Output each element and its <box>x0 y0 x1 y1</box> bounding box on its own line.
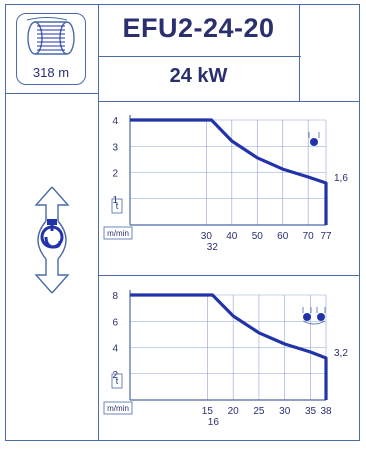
x-tick-label-secondary: 32 <box>207 242 219 253</box>
nameplate-frame: EFU2-24-20 24 kW 318 m <box>5 4 360 441</box>
y-tick-label: 2 <box>112 370 118 381</box>
x-tick-label: 25 <box>253 406 265 417</box>
x-tick-label: 38 <box>320 406 332 417</box>
x-unit-label: m/min <box>107 229 129 238</box>
y-tick-label: 1 <box>112 195 118 206</box>
x-tick-label: 60 <box>277 231 289 242</box>
x-unit-label: m/min <box>107 404 129 413</box>
y-unit-label: t <box>116 201 119 211</box>
x-tick-label: 15 <box>202 406 214 417</box>
divider <box>299 5 300 101</box>
y-tick-label: 8 <box>112 291 118 302</box>
model-title: EFU2-24-20 <box>122 13 275 43</box>
load-speed-chart-double: 8 6 4 2 15 20 25 30 35 38 16 m/min t 3,2 <box>103 290 348 428</box>
y-unit-box <box>111 373 123 389</box>
x-tick-label: 30 <box>201 231 213 242</box>
power-rating: 24 kW <box>169 65 228 87</box>
x-tick-label: 30 <box>279 406 291 417</box>
reel-badge: 318 m <box>16 13 86 85</box>
x-tick-label: 40 <box>226 231 238 242</box>
x-unit-box <box>103 401 133 415</box>
divider <box>98 275 359 276</box>
y-tick-label: 2 <box>112 169 118 180</box>
double-fall-icon <box>302 307 326 325</box>
end-value-label: 3,2 <box>334 348 348 359</box>
x-tick-label: 35 <box>305 406 317 417</box>
y-tick-label: 4 <box>112 344 118 355</box>
x-tick-label: 50 <box>252 231 264 242</box>
x-tick-label-secondary: 16 <box>208 417 220 428</box>
y-unit-label: t <box>116 376 119 386</box>
divider <box>98 5 99 440</box>
divider <box>98 56 301 57</box>
x-tick-label: 70 <box>303 231 315 242</box>
load-curve <box>130 118 328 225</box>
x-tick-label: 20 <box>228 406 240 417</box>
y-tick-label: 4 <box>112 116 118 127</box>
y-unit-box <box>111 198 123 214</box>
load-curve <box>130 293 328 400</box>
divider <box>98 101 359 102</box>
x-unit-box <box>103 226 133 240</box>
end-value-label: 1,6 <box>334 173 348 184</box>
x-tick-label: 77 <box>320 231 332 242</box>
single-fall-icon <box>308 132 320 146</box>
y-tick-label: 3 <box>112 142 118 153</box>
hook-up-down-icon <box>26 185 78 300</box>
divider <box>6 93 98 94</box>
cable-reel-icon <box>26 17 75 55</box>
reel-length: 318 m <box>32 65 70 80</box>
y-tick-label: 6 <box>112 317 118 328</box>
